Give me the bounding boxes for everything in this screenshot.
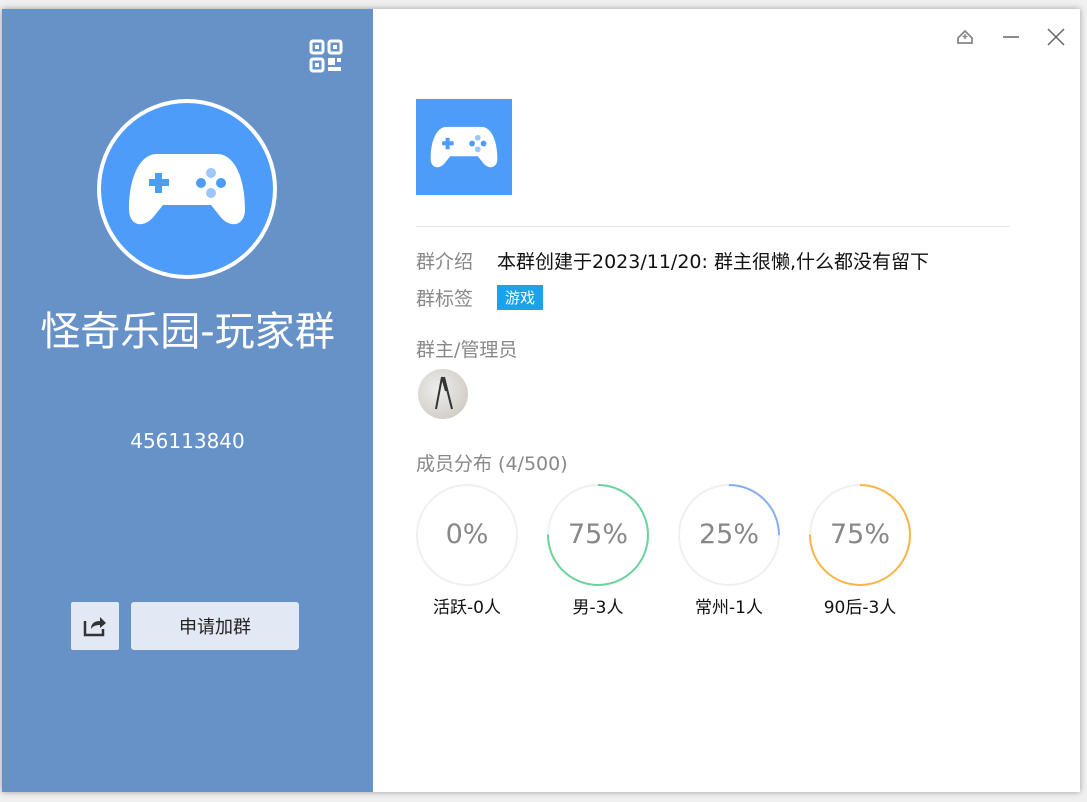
- share-button[interactable]: [71, 602, 119, 650]
- ring-progress: [678, 484, 780, 586]
- ring-chart: [416, 484, 518, 586]
- minimize-button[interactable]: [997, 23, 1025, 51]
- ring-chart: [547, 484, 649, 586]
- admin-avatar[interactable]: [418, 369, 468, 419]
- left-panel: 怪奇乐园-玩家群 456113840 申请加群: [2, 9, 373, 792]
- close-icon: [1047, 28, 1065, 46]
- ring-caption: 活跃-0人: [433, 598, 501, 618]
- intro-label: 群介绍: [416, 251, 474, 273]
- admins-label: 群主/管理员: [416, 339, 518, 361]
- member-stat-ring: 75% 男-3人: [546, 483, 650, 618]
- gamepad-icon: [430, 126, 498, 168]
- members-label: 成员分布 (4/500): [416, 453, 568, 475]
- join-group-button[interactable]: 申请加群: [131, 602, 299, 650]
- minimize-icon: [1003, 36, 1019, 38]
- close-button[interactable]: [1042, 23, 1070, 51]
- ring-percent: 75%: [567, 519, 628, 550]
- ring-percent: 75%: [829, 519, 890, 550]
- gamepad-icon: [129, 154, 245, 225]
- intro-text: 本群创建于2023/11/20: 群主很懒,什么都没有留下: [497, 251, 929, 273]
- tags-label: 群标签: [416, 288, 474, 310]
- ring-caption: 常州-1人: [695, 598, 763, 618]
- member-stat-ring: 75% 90后-3人: [808, 483, 912, 618]
- member-stat-ring: 25% 常州-1人: [677, 483, 781, 618]
- ring-chart: [678, 484, 780, 586]
- pin-icon: [957, 29, 973, 44]
- group-name: 怪奇乐园-玩家群: [40, 309, 335, 355]
- group-avatar: [97, 99, 277, 279]
- group-info-window: 怪奇乐园-玩家群 456113840 申请加群 群介绍 本群创建于2023/11…: [2, 9, 1080, 792]
- group-thumbnail: [416, 99, 512, 195]
- ring-chart: [809, 484, 911, 586]
- group-id: 456113840: [130, 429, 245, 453]
- pin-button[interactable]: [951, 23, 979, 51]
- ring-caption: 男-3人: [572, 598, 624, 618]
- ring-caption: 90后-3人: [823, 598, 897, 618]
- ring-percent: 25%: [698, 519, 759, 550]
- ring-percent: 0%: [445, 519, 489, 550]
- tag-badge[interactable]: 游戏: [497, 285, 544, 310]
- divider: [416, 226, 1010, 227]
- member-stat-ring: 0% 活跃-0人: [415, 483, 519, 618]
- qrcode-icon[interactable]: [309, 39, 343, 73]
- ring-progress: [547, 484, 649, 586]
- share-icon: [83, 617, 106, 637]
- ring-progress: [809, 484, 911, 586]
